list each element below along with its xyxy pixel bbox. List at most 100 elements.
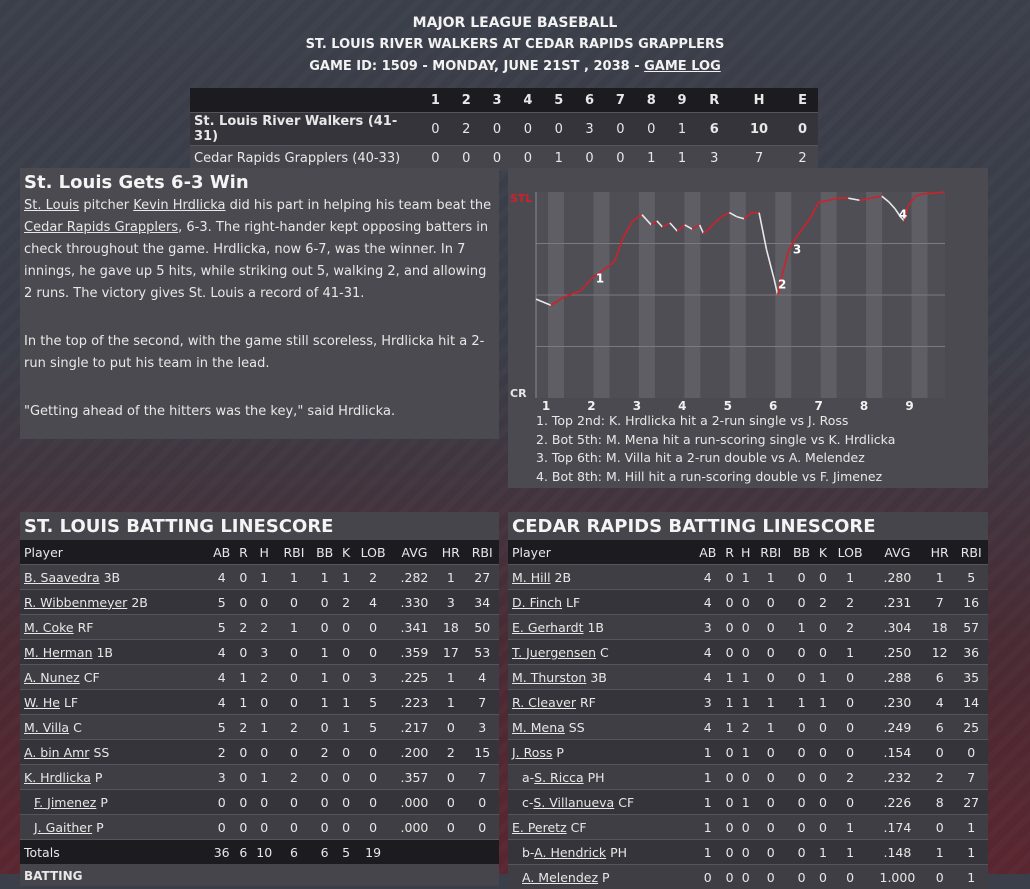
total-stat — [465, 840, 499, 865]
stat-cell: 4 — [925, 690, 954, 715]
stat-cell: .280 — [870, 565, 925, 590]
inning-runs: 0 — [482, 113, 513, 146]
player-link[interactable]: M. Herman — [24, 645, 93, 660]
stat-cell: 7 — [465, 690, 499, 715]
win-prob-segment — [934, 192, 945, 193]
stat-cell: .225 — [393, 665, 436, 690]
story-headline: St. Louis Gets 6-3 Win — [20, 168, 499, 193]
stat-cell: 0 — [311, 615, 339, 640]
stat-cell: 2 — [311, 740, 339, 765]
player-link[interactable]: R. Wibbenmeyer — [24, 595, 127, 610]
stat-cell: 0 — [277, 640, 310, 665]
player-link[interactable]: W. He — [24, 695, 60, 710]
game-header: MAJOR LEAGUE BASEBALL ST. LOUIS RIVER WA… — [0, 12, 1030, 78]
player-link[interactable]: D. Finch — [512, 595, 562, 610]
stat-cell: 4 — [208, 690, 236, 715]
pitcher-link[interactable]: Kevin Hrdlicka — [133, 198, 225, 213]
game-log-link[interactable]: GAME LOG — [644, 59, 721, 74]
player-link[interactable]: J. Ross — [512, 745, 552, 760]
stat-cell: 1 — [311, 690, 339, 715]
player-link[interactable]: T. Juergensen — [512, 645, 596, 660]
player-link[interactable]: S. Villanueva — [533, 795, 614, 810]
player-link[interactable]: S. Ricca — [534, 770, 583, 785]
stat-cell: 1 — [311, 665, 339, 690]
stat-cell: 0 — [788, 665, 816, 690]
player-cell: E. Gerhardt 1B — [508, 615, 694, 640]
stat-cell: 0 — [251, 815, 277, 840]
player-link[interactable]: M. Villa — [24, 720, 69, 735]
stat-cell: 0 — [788, 790, 816, 815]
inning-runs: 0 — [420, 113, 451, 146]
total-stat: 10 — [251, 840, 277, 865]
stat-cell: 1 — [722, 665, 738, 690]
stat-cell: 1 — [722, 715, 738, 740]
player-position: C — [73, 720, 82, 735]
player-link[interactable]: M. Hill — [512, 570, 551, 585]
player-link[interactable]: A. Hendrick — [534, 845, 606, 860]
stat-cell: 0 — [722, 790, 738, 815]
stat-cell: 0 — [816, 865, 831, 889]
stat-cell: 1 — [816, 665, 831, 690]
stat-cell: 1 — [722, 690, 738, 715]
stat-cell: 0 — [816, 765, 831, 790]
team-link[interactable]: St. Louis — [24, 198, 79, 213]
key-play-note: 1. Top 2nd: K. Hrdlicka hit a 2-run sing… — [536, 412, 895, 431]
player-link[interactable]: M. Thurston — [512, 670, 586, 685]
stat-cell: 4 — [694, 565, 722, 590]
stat-cell: 1 — [694, 815, 722, 840]
stat-cell: 18 — [925, 615, 954, 640]
stat-cell: 0 — [788, 640, 816, 665]
total-e: 0 — [787, 113, 818, 146]
stat-cell: 0 — [722, 765, 738, 790]
stat-cell: .217 — [393, 715, 436, 740]
total-stat: 19 — [353, 840, 392, 865]
stat-cell: .357 — [393, 765, 436, 790]
player-link[interactable]: A. Nunez — [24, 670, 80, 685]
stat-cell: 0 — [236, 590, 252, 615]
stat-cell: 2 — [830, 765, 869, 790]
player-cell: M. Villa C — [20, 715, 208, 740]
stat-cell: 3 — [353, 665, 392, 690]
stat-cell: 7 — [465, 765, 499, 790]
stat-cell: 2 — [277, 715, 310, 740]
stat-cell: .231 — [870, 590, 925, 615]
key-play-note: 4. Bot 8th: M. Hill hit a run-scoring do… — [536, 468, 895, 487]
stat-cell: 0 — [236, 765, 252, 790]
col-avg: AVG — [870, 540, 925, 565]
inning-label: 1 — [542, 399, 550, 412]
player-link[interactable]: K. Hrdlicka — [24, 770, 91, 785]
stat-cell: 4 — [208, 565, 236, 590]
player-link[interactable]: A. Melendez — [522, 870, 598, 885]
player-cell: T. Juergensen C — [508, 640, 694, 665]
stat-cell: 2 — [251, 665, 277, 690]
story-paragraph-3: "Getting ahead of the hitters was the ke… — [20, 399, 499, 425]
player-position: 3B — [590, 670, 607, 685]
linescore-col-5: 5 — [543, 88, 574, 113]
player-position: PH — [588, 770, 605, 785]
player-link[interactable]: A. bin Amr — [24, 745, 89, 760]
stat-cell: 1 — [694, 740, 722, 765]
player-link[interactable]: R. Cleaver — [512, 695, 576, 710]
stat-cell: 4 — [694, 640, 722, 665]
player-link[interactable]: M. Coke — [24, 620, 74, 635]
player-link[interactable]: E. Peretz — [512, 820, 567, 835]
stat-cell: 0 — [816, 640, 831, 665]
player-link[interactable]: M. Mena — [512, 720, 565, 735]
inning-runs: 3 — [574, 113, 605, 146]
stat-cell: 0 — [737, 865, 754, 889]
story-text: did his part in helping his team beat th… — [226, 198, 492, 213]
player-link[interactable]: F. Jimenez — [34, 795, 96, 810]
stat-cell: 0 — [788, 565, 816, 590]
player-link[interactable]: B. Saavedra — [24, 570, 100, 585]
player-position: 2B — [131, 595, 148, 610]
stat-cell: 4 — [694, 665, 722, 690]
player-link[interactable]: J. Gaither — [34, 820, 92, 835]
game-info: GAME ID: 1509 - MONDAY, JUNE 21ST , 2038… — [0, 56, 1030, 78]
opponent-link[interactable]: Cedar Rapids Grapplers — [24, 220, 178, 235]
player-position: 1B — [587, 620, 604, 635]
player-link[interactable]: E. Gerhardt — [512, 620, 583, 635]
key-play-marker: 4 — [899, 207, 907, 221]
